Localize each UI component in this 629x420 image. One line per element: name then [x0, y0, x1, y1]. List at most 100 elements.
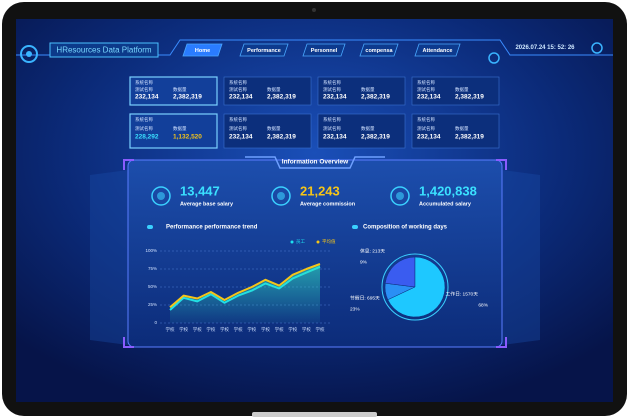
card-label: 测试名称 — [417, 125, 435, 132]
y-tick-label: 75% — [148, 266, 157, 271]
card — [317, 113, 406, 149]
stat-value: 13,447 — [180, 183, 220, 198]
stat-icon — [390, 186, 410, 206]
card-label: 数据量 — [455, 125, 469, 132]
card-value: 2,382,319 — [267, 94, 296, 101]
x-tick-label: 学校 — [206, 326, 215, 333]
stat-icon-inner — [277, 192, 285, 200]
card-label: 数据量 — [267, 86, 281, 93]
stat-value: 21,243 — [300, 183, 340, 198]
card-label: 数据量 — [361, 86, 375, 93]
card-title: 系统名称 — [135, 79, 153, 86]
nav-label[interactable]: Performance — [247, 48, 281, 54]
nav-label[interactable]: Home — [195, 48, 210, 54]
nav-label[interactable]: Attendance — [423, 48, 453, 54]
line — [169, 263, 321, 308]
pie-label: 工作日: 1570天 — [445, 290, 478, 297]
title-marker — [352, 225, 358, 229]
nav-tab[interactable] — [182, 43, 223, 57]
nav-tab[interactable] — [414, 43, 461, 57]
card-value: 232,134 — [135, 94, 159, 101]
x-tick-label: 学校 — [275, 326, 284, 333]
settings-icon[interactable] — [591, 42, 603, 54]
title-box — [49, 42, 159, 58]
x-tick-label: 学校 — [288, 326, 297, 333]
pie-ring — [381, 253, 449, 321]
card-title: 系统名称 — [135, 116, 153, 123]
y-tick-label: 100% — [145, 248, 157, 253]
card-value: 232,134 — [417, 94, 441, 101]
card-value: 2,382,319 — [455, 94, 484, 101]
stat-label: Average base salary — [180, 201, 234, 207]
stat-icon-inner — [396, 192, 404, 200]
nav-label[interactable]: compensa — [365, 48, 393, 54]
logo — [20, 45, 38, 63]
pie-percent: 9% — [360, 259, 368, 265]
overview-tab — [245, 156, 385, 169]
logo-dot — [26, 51, 32, 57]
card-value: 232,134 — [229, 94, 253, 101]
card-label: 数据量 — [173, 125, 187, 132]
x-tick-label: 学校 — [247, 326, 256, 333]
card-title: 系统名称 — [323, 79, 341, 86]
card-value: 2,382,319 — [173, 94, 202, 101]
card-label: 测试名称 — [229, 86, 247, 93]
x-tick-label: 学校 — [261, 326, 270, 333]
stat-value: 1,420,838 — [419, 183, 477, 198]
legend-label: 平均值 — [322, 238, 336, 245]
card — [317, 76, 406, 106]
title-marker — [147, 225, 153, 229]
card-value: 232,134 — [417, 134, 441, 141]
user-icon[interactable] — [488, 52, 500, 64]
card-label: 数据量 — [173, 86, 187, 93]
y-tick-label: 50% — [148, 284, 157, 289]
stat-label: Accumulated salary — [419, 201, 472, 207]
stand — [252, 412, 377, 417]
card — [223, 76, 312, 106]
app-title: HResources Data Platform — [56, 46, 151, 55]
card-label: 测试名称 — [135, 86, 153, 93]
camera — [312, 8, 316, 12]
y-tick-label: 0 — [154, 320, 157, 325]
card-label: 数据量 — [361, 125, 375, 132]
card-label: 数据量 — [267, 125, 281, 132]
card-label: 测试名称 — [229, 125, 247, 132]
card-title: 系统名称 — [229, 116, 247, 123]
area — [170, 264, 320, 323]
card-value: 2,382,319 — [361, 134, 390, 141]
nav-tab[interactable] — [302, 43, 346, 57]
line-chart-title: Performance performance trend — [166, 225, 258, 231]
card-title: 系统名称 — [229, 79, 247, 86]
card-value: 1,132,520 — [173, 134, 202, 141]
legend-dot — [290, 240, 294, 244]
x-tick-label: 学校 — [166, 326, 175, 333]
card-title: 系统名称 — [417, 79, 435, 86]
overview-title: Information Overview — [282, 159, 349, 166]
pie-percent: 23% — [350, 306, 360, 312]
pie-label: 节假日: 695天 — [350, 294, 380, 301]
datetime: 2026.07.24 15: 52: 26 — [515, 45, 575, 51]
legend-dot — [316, 240, 320, 244]
card-value: 2,382,319 — [267, 134, 296, 141]
card-value: 2,382,319 — [455, 134, 484, 141]
y-tick-label: 25% — [148, 302, 157, 307]
x-tick-label: 学校 — [302, 326, 311, 333]
card-value: 232,134 — [229, 134, 253, 141]
nav-tab[interactable] — [239, 43, 289, 57]
pie-label: 休息: 213天 — [360, 247, 385, 254]
stat-icon-inner — [157, 192, 165, 200]
x-tick-label: 学校 — [234, 326, 243, 333]
stat-icon — [271, 186, 291, 206]
pie-slice — [387, 256, 446, 318]
card — [129, 113, 218, 149]
card-value: 2,382,319 — [361, 94, 390, 101]
card-value: 232,134 — [323, 134, 347, 141]
card-title: 系统名称 — [323, 116, 341, 123]
nav-label[interactable]: Personnel — [311, 48, 338, 54]
card-label: 数据量 — [455, 86, 469, 93]
nav-tab[interactable] — [359, 43, 399, 57]
card-value: 228,292 — [135, 134, 159, 141]
card-label: 测试名称 — [417, 86, 435, 93]
x-tick-label: 学校 — [193, 326, 202, 333]
